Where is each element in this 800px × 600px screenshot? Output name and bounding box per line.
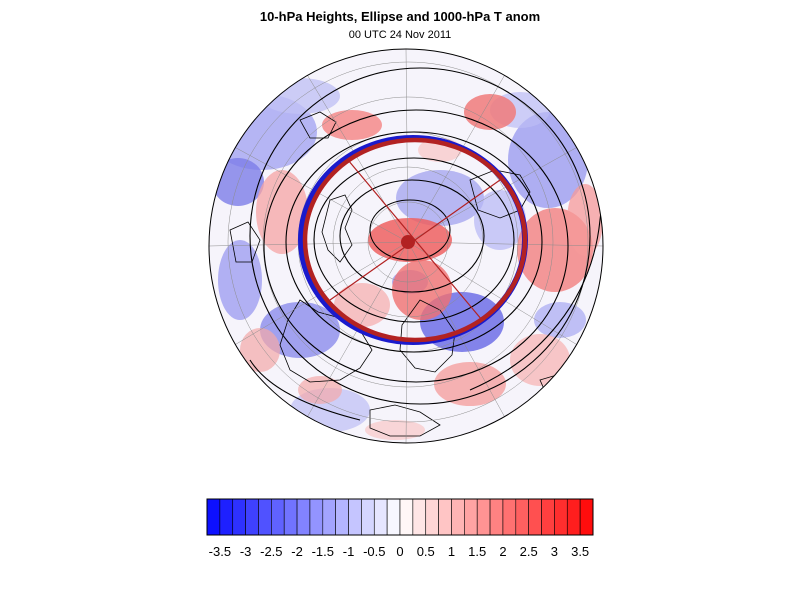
colorbar-bin [489, 498, 504, 536]
warm-anomaly [392, 260, 452, 320]
latitude-circle [227, 61, 589, 423]
colorbar-tick-label: 2.5 [520, 544, 538, 559]
meridian-line [407, 75, 505, 243]
cold-anomaly [534, 302, 586, 338]
latitude-circle [262, 96, 554, 388]
latitude-circle [332, 166, 484, 318]
map-title: 10-hPa Heights, Ellipse and 1000-hPa T a… [259, 9, 541, 24]
vortex-ellipse [302, 137, 528, 343]
height-contour [313, 157, 515, 323]
colorbar-bin [554, 498, 568, 536]
colorbar-tick-label: 1 [448, 544, 455, 559]
colorbar-bin [258, 498, 272, 536]
meridian-line [405, 49, 409, 243]
colorbar-tick-label: -2.5 [260, 544, 282, 559]
colorbar-tick-label: 3.5 [571, 544, 589, 559]
latitude-circle [367, 201, 449, 283]
colorbar-bin [322, 498, 336, 536]
colorbar-bin [579, 498, 594, 536]
colorbar-bin [283, 498, 298, 536]
map-subtitle: 00 UTC 24 Nov 2011 [348, 29, 452, 41]
height-contour [263, 109, 569, 383]
height-contour [369, 199, 451, 261]
vortex-center-marker [401, 235, 415, 249]
meridian-line [235, 147, 409, 243]
colorbar-bin [219, 498, 234, 536]
colorbar-bin [309, 498, 324, 536]
warm-anomaly [434, 362, 506, 406]
colorbar-bin [206, 498, 221, 536]
height-contour [339, 179, 485, 293]
warm-anomaly [365, 420, 425, 440]
colorbar-bin [361, 498, 375, 536]
colorbar-tick-label: -1.5 [312, 544, 334, 559]
ellipse-axes [329, 159, 501, 321]
colorbar-bin [335, 498, 349, 536]
height-contours [249, 67, 603, 421]
colorbar-frame [206, 498, 594, 536]
meridian-line [209, 241, 409, 247]
colorbar-tick-label: -3 [240, 544, 252, 559]
colorbar-tick-label: -3.5 [209, 544, 231, 559]
meridian-line [407, 147, 577, 243]
colorbar-bin [476, 498, 491, 536]
colorbar-bin [245, 498, 259, 536]
warm-anomaly [510, 334, 570, 386]
colorbar-tick-label: -1 [343, 544, 355, 559]
colorbar-bin [541, 498, 555, 536]
colorbar-bin [438, 498, 452, 536]
warm-anomaly [298, 376, 342, 404]
meridian-line [307, 75, 409, 243]
colorbar-tick-label: 2 [499, 544, 506, 559]
colorbar-tick-label: 0.5 [417, 544, 435, 559]
warm-anomaly [256, 170, 308, 254]
warm-anomaly [567, 184, 603, 256]
colorbar-bin [399, 498, 414, 536]
colorbar-bin [296, 498, 311, 536]
colorbar-bins [206, 498, 594, 536]
colorbar-bin [566, 498, 581, 536]
colorbar-bin [464, 498, 478, 536]
colorbar-bin [451, 498, 465, 536]
colorbar-bin [425, 498, 439, 536]
colorbar-tick-label: 3 [551, 544, 558, 559]
colorbar-bin [386, 498, 401, 536]
height-contour [285, 131, 543, 353]
colorbar-tick-label: -0.5 [363, 544, 385, 559]
colorbar-labels: -3.5 -3 -2.5 -2 -1.5 -1 -0.5 0 0.5 1 1.5 2 2.5 3 3.5 [209, 544, 590, 559]
cold-anomaly [474, 190, 526, 250]
colorbar-bin [502, 498, 517, 536]
colorbar-bin [412, 498, 427, 536]
cold-anomaly [212, 158, 264, 206]
colorbar-bin [232, 498, 246, 536]
colorbar-tick-label: -2 [291, 544, 303, 559]
meridian-line [407, 241, 577, 345]
colorbar-bin [348, 498, 362, 536]
meridian-line [407, 241, 603, 247]
colorbar-tick-label: 0 [396, 544, 403, 559]
colorbar-bin [373, 498, 388, 536]
height-contour [249, 67, 591, 405]
colorbar-bin [528, 498, 542, 536]
globe-outline [208, 48, 604, 444]
colorbar-tick-label: 1.5 [468, 544, 486, 559]
colorbar-bin [271, 498, 285, 536]
colorbar-bin [515, 498, 529, 536]
height-contour [249, 359, 361, 421]
meridian-line [407, 241, 505, 417]
cold-anomaly [508, 112, 588, 208]
